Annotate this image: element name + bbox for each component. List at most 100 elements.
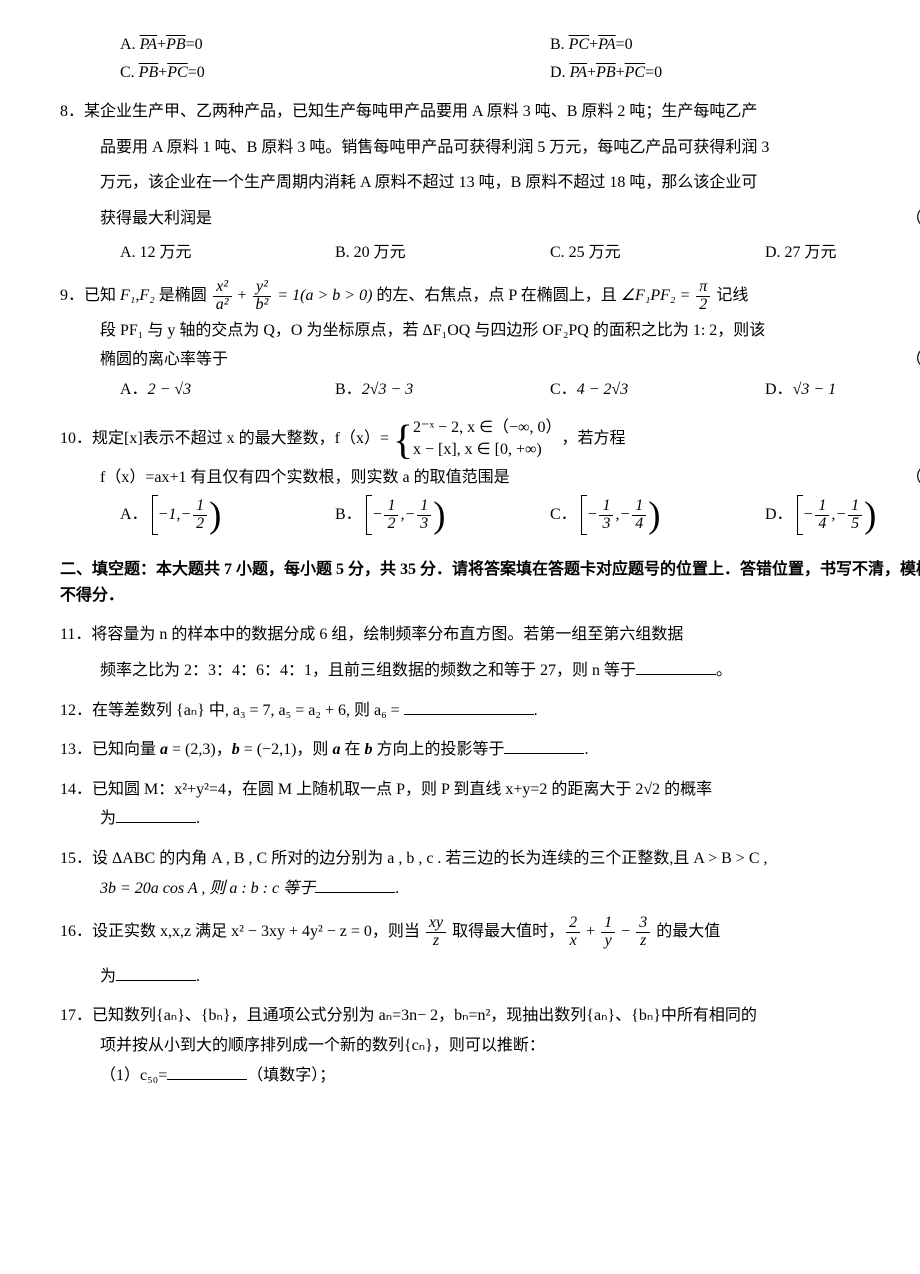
l: B． [335,381,362,398]
t2: 的左、右焦点，点 P 在椭圆上，且 [372,287,620,304]
f2: 13 [417,498,431,533]
f: 12 [193,498,207,533]
vec2: PC [167,64,187,81]
t: 某企业生产甲、乙两种产品，已知生产每吨甲产品要用 A 原料 3 吨、B 原料 2… [84,103,757,120]
label: A. [120,36,136,53]
mid: 取得最大值时， [448,923,564,940]
n: 1 [417,498,431,516]
tail: 。 [716,662,732,679]
q11-line2: 频率之比为 2：3：4：6：4：1，且前三组数据的频数之和等于 27，则 n 等… [100,658,920,684]
label: D. [550,64,566,81]
q17-line2: 项并按从小到大的顺序排列成一个新的数列{cₙ}，则可以推断： [100,1033,920,1059]
question-8: 8．某企业生产甲、乙两种产品，已知生产每吨甲产品要用 A 原料 3 吨、B 原料… [60,99,920,265]
q9-b: B．2√3 − 3 [335,377,550,403]
d: 5 [848,516,862,533]
q8-line1: 8．某企业生产甲、乙两种产品，已知生产每吨甲产品要用 A 原料 3 吨、B 原料… [60,99,920,125]
num: 9． [60,287,84,304]
q10-line1: 10．规定[x]表示不超过 x 的最大整数，f（x）= {2⁻ˣ − 2, x … [60,417,920,462]
q10-d: D． −14,−15) [765,495,920,535]
rparen-icon: ) [864,494,876,535]
q15-line1: 15．设 ΔABC 的内角 A , B , C 所对的边分别为 a , b , … [60,846,920,872]
t2: 的最大值 [652,923,720,940]
b: b [232,741,240,758]
vec2: PB [166,36,186,53]
cases: 2⁻ˣ − 2, x ∈（−∞, 0）x − [x], x ∈ [0, +∞) [413,417,561,462]
p1: + [587,64,596,81]
tail: . [534,702,538,719]
q9-line2: 段 PF₁ 与 y 轴的交点为 Q，O 为坐标原点，若 ΔF₁OQ 与四边形 O… [100,318,920,344]
q9-line1: 9．已知 F₁,F₂ 是椭圆 x²a² + y²b² = 1(a > b > 0… [60,279,920,314]
rparen-icon: ) [648,494,660,535]
question-10: 10．规定[x]表示不超过 x 的最大整数，f（x）= {2⁻ˣ − 2, x … [60,417,920,536]
t1: 设正实数 x,x,z 满足 x² − 3xy + 4y² − z = 0，则当 [92,923,424,940]
f1: xyz [426,915,446,950]
question-17: 17．已知数列{aₙ}、{bₙ}，且通项公式分别为 aₙ=3n− 2，bₙ=n²… [60,1003,920,1088]
num: 17． [60,1007,92,1024]
e: √3 − 1 [793,381,837,398]
t: 获得最大利润是 [100,210,212,227]
av: = (2,3)， [168,741,232,758]
mid: 在 [340,741,364,758]
q17-line1: 17．已知数列{aₙ}、{bₙ}，且通项公式分别为 aₙ=3n− 2，bₙ=n²… [60,1003,920,1029]
num: 11． [60,626,91,643]
vec3: PC [625,64,645,81]
m: − [587,506,598,523]
blank [116,806,196,823]
q8-line3: 万元，该企业在一个生产周期内消耗 A 原料不超过 13 吨，B 原料不超过 18… [100,170,920,196]
frac2: y²b² [253,279,272,314]
d: 2 [696,297,710,314]
q10-c: C． −13,−14) [550,495,765,535]
p2: + [616,64,625,81]
t: 在等差数列 {aₙ} 中, a₃ = 7, a₅ = a₂ + 6, 则 a₆ … [92,702,404,719]
q14-line1: 14．已知圆 M：x²+y²=4，在圆 M 上随机取一点 P，则 P 到直线 x… [60,777,920,803]
eq: =0 [616,36,633,53]
q7-options-row2: C. PB+PC=0 D. PA+PB+PC=0 [120,60,920,86]
vec2: PA [598,36,615,53]
q8-options: A. 12 万元 B. 20 万元 C. 25 万元 D. 27 万元 [120,240,920,266]
num: 15． [60,850,92,867]
f2: 2x [566,915,580,950]
l: D． [765,381,793,398]
l: C． [550,381,577,398]
blank [315,876,395,893]
q10-a: A． −1,−12) [120,495,335,535]
paren: （ ） [906,206,920,232]
t: 3b = 20a cos A , 则 a : b : c 等于 [100,880,315,897]
eq: =0 [188,64,205,81]
n: xy [426,915,446,933]
t2: 方向上的投影等于 [372,741,504,758]
question-15: 15．设 ΔABC 的内角 A , B , C 所对的边分别为 a , b , … [60,846,920,901]
t: 椭圆的离心率等于 [100,351,228,368]
l: A． [120,506,148,523]
t: 已知圆 M：x²+y²=4，在圆 M 上随机取一点 P，则 P 到直线 x+y=… [92,781,712,798]
q14-line2: 为. [100,806,920,832]
question-14: 14．已知圆 M：x²+y²=4，在圆 M 上随机取一点 P，则 P 到直线 x… [60,777,920,832]
a: a [160,741,168,758]
d: x [566,933,580,950]
n: x² [213,279,232,297]
vec2: PB [596,64,616,81]
q7-opt-c: C. PB+PC=0 [120,60,550,86]
q10-b: B． −12,−13) [335,495,550,535]
q9-a: A．2 − √3 [120,377,335,403]
q8-d: D. 27 万元 [765,240,920,266]
bv: = (−2,1)，则 [240,741,333,758]
c1: 2⁻ˣ − 2, x ∈（−∞, 0） [413,417,561,439]
n: y² [253,279,272,297]
brace-icon: { [393,416,413,462]
plus: + [589,36,598,53]
t: f（x）=ax+1 有且仅有四个实数根，则实数 a 的取值范围是 [100,469,510,486]
plus: + [158,64,167,81]
n: 1 [599,498,613,516]
q8-line2: 品要用 A 原料 1 吨、B 原料 3 吨。销售每吨甲产品可获得利润 5 万元，… [100,135,920,161]
vec: PC [569,36,589,53]
t: 已知数列{aₙ}、{bₙ}，且通项公式分别为 aₙ=3n− 2，bₙ=n²，现抽… [92,1007,757,1024]
t: 将容量为 n 的样本中的数据分成 6 组，绘制频率分布直方图。若第一组至第六组数… [91,626,683,643]
l: B． [335,506,362,523]
frac1: x²a² [213,279,232,314]
blank [636,658,716,675]
n: 1 [632,498,646,516]
f2: 14 [632,498,646,533]
t1: 已知向量 [92,741,160,758]
t1: 规定[x]表示不超过 x 的最大整数，f（x）= [92,430,393,447]
